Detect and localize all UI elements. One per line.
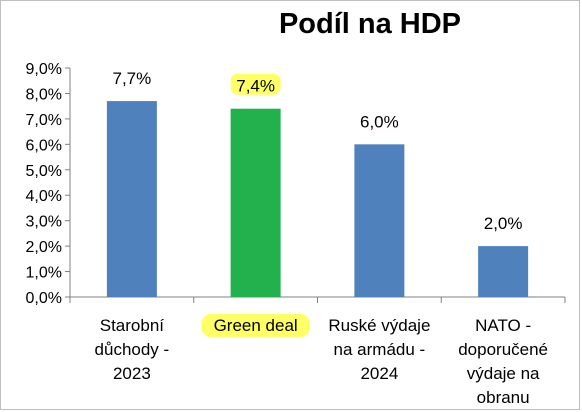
bars [106,101,529,297]
category-label-line: 2024 [360,364,398,383]
category-label-line: výdaje na [467,364,540,383]
data-labels: 7,7% 7,4% 6,0% 2,0% [113,69,523,233]
data-label-2: 6,0% [360,112,399,131]
data-label-1: 7,4% [236,77,275,96]
category-label-highlight [201,314,310,337]
category-label-line: NATO - [475,316,531,335]
x-axis-labels: Starobní důchody - 2023 Green deal Ruské výd… [95,314,548,407]
category-label-line: 2023 [113,364,151,383]
y-tick-label: 4,0% [26,188,62,205]
category-label-line: důchody - [95,340,170,359]
y-tick-label: 0,0% [26,290,62,307]
data-label-3: 2,0% [484,214,523,233]
y-tick-label: 1,0% [26,265,62,282]
category-label-line: Green deal [214,316,298,335]
category-label-line: doporučené [458,340,548,359]
y-tick-label: 8,0% [26,86,62,103]
y-tick-label: 5,0% [26,163,62,180]
data-label-0: 7,7% [113,69,152,88]
bar-3 [478,246,529,297]
chart-title: Podíl na HDP [279,8,461,40]
category-label-line: obranu [477,388,530,407]
category-label-line: Ruské výdaje [328,316,430,335]
y-tick-label: 2,0% [26,239,62,256]
category-label-line: Starobní [100,316,165,335]
y-tick-label: 3,0% [26,214,62,231]
y-tick-label: 7,0% [26,112,62,129]
bar-0 [106,101,157,297]
bar-1 [230,108,281,297]
data-label-highlight [230,73,281,95]
y-axis-ticks: 0,0% 1,0% 2,0% 3,0% 4,0% 5,0% 6,0% 7,0% 8,0% 9,0% [26,61,70,307]
category-label-line: na armádu - [334,340,426,359]
y-tick-label: 6,0% [26,137,62,154]
y-tick-label: 9,0% [26,61,62,78]
bar-2 [354,144,405,297]
